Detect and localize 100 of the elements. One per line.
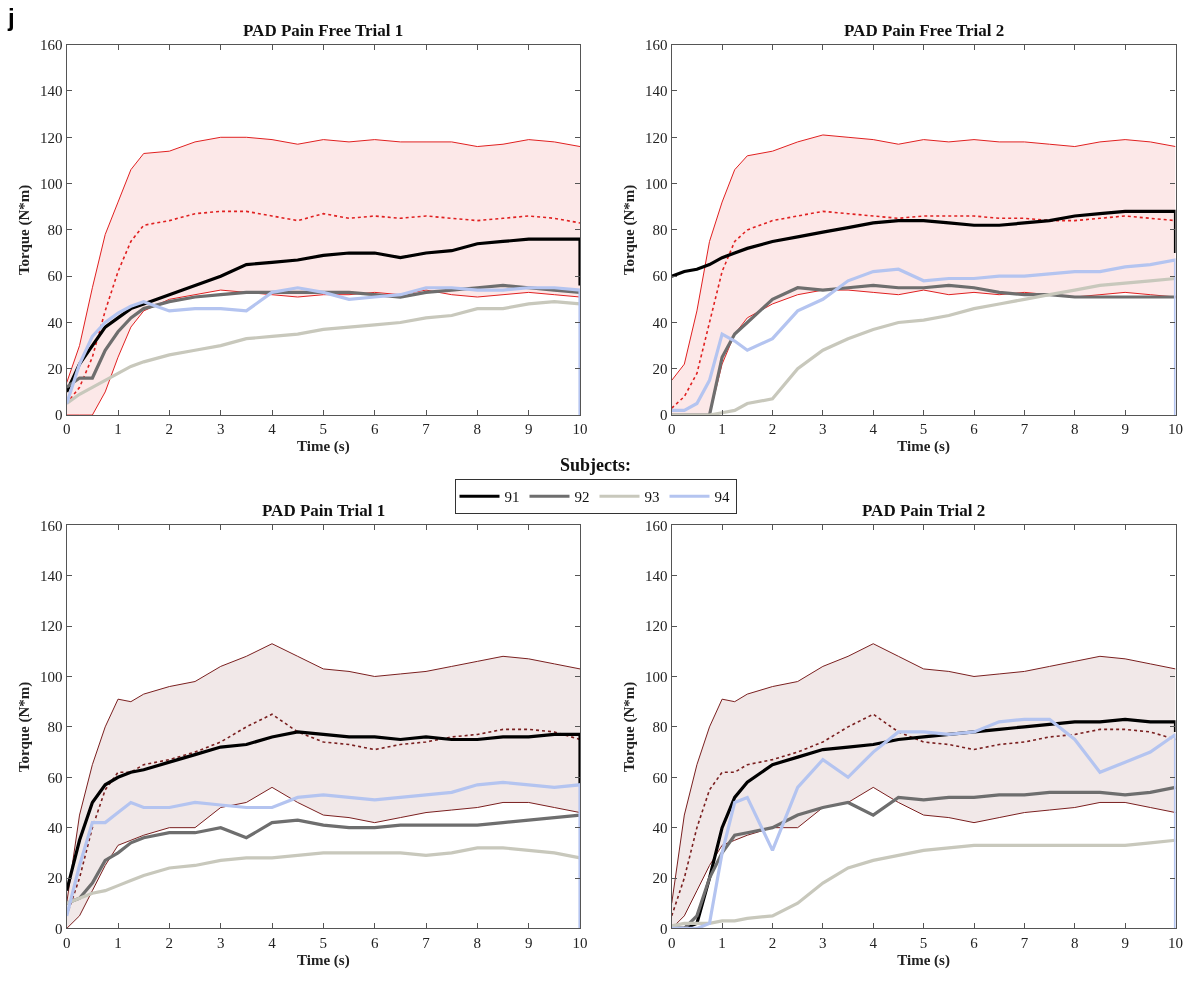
y-tick-label: 160 [40, 517, 63, 534]
x-axis-title: Time (s) [297, 951, 350, 969]
y-tick-label: 40 [652, 819, 668, 836]
x-tick-label: 5 [919, 421, 928, 438]
y-tick-label: 120 [40, 618, 63, 635]
y-tick-label: 80 [47, 719, 63, 736]
line-series [671, 209, 1176, 278]
y-tick-label: 100 [645, 668, 668, 685]
y-tick-label: 120 [645, 129, 668, 146]
x-axis-title: Time (s) [897, 951, 950, 969]
x-tick-label: 1 [718, 934, 726, 951]
y-tick-label: 60 [652, 769, 668, 786]
legend-label: 93 [644, 489, 660, 506]
x-tick-label: 8 [1071, 934, 1079, 951]
x-tick-label: 8 [473, 934, 482, 951]
y-tick-label: 20 [652, 870, 668, 887]
y-tick-label: 80 [47, 222, 63, 239]
legend-label: 91 [504, 489, 520, 506]
legend-label: 94 [714, 489, 730, 506]
y-tick-label: 140 [40, 83, 63, 100]
x-tick-label: 4 [268, 421, 277, 438]
y-tick-label: 40 [652, 314, 668, 331]
x-tick-label: 6 [970, 934, 979, 951]
x-tick-label: 2 [165, 934, 174, 951]
y-tick-label: 100 [40, 175, 63, 192]
y-tick-label: 140 [40, 567, 63, 584]
x-axis-title: Time (s) [297, 438, 350, 456]
x-tick-label: 6 [970, 421, 979, 438]
y-tick-label: 100 [40, 668, 63, 685]
y-tick-label: 140 [645, 567, 668, 584]
y-tick-label: 60 [652, 268, 668, 285]
y-tick-label: 40 [47, 819, 63, 836]
legend-title: Subjects: [560, 455, 631, 475]
x-tick-label: 8 [1071, 421, 1079, 438]
x-tick-label: 10 [1168, 421, 1184, 438]
y-tick-label: 120 [40, 129, 63, 146]
x-tick-label: 7 [1020, 934, 1029, 951]
y-axis-title: Torque (N*m) [16, 681, 34, 773]
chart-title: PAD Pain Trial 2 [862, 501, 986, 520]
x-tick-label: 1 [718, 421, 726, 438]
legend-label: 92 [574, 489, 590, 506]
x-tick-label: 3 [819, 421, 827, 438]
y-tick-label: 20 [47, 361, 63, 378]
x-tick-label: 10 [1168, 934, 1184, 951]
line-series [66, 846, 581, 905]
x-tick-label: 10 [572, 421, 588, 438]
chart-title: PAD Pain Trial 1 [262, 501, 386, 520]
x-tick-label: 9 [524, 934, 533, 951]
y-tick-label: 160 [40, 36, 63, 53]
x-tick-label: 1 [114, 934, 122, 951]
x-tick-label: 5 [319, 421, 328, 438]
y-tick-label: 80 [652, 719, 668, 736]
x-tick-label: 5 [919, 934, 928, 951]
line-series [671, 838, 1176, 928]
y-tick-label: 60 [47, 268, 63, 285]
x-tick-label: 9 [1121, 934, 1129, 951]
x-tick-label: 4 [869, 934, 878, 951]
x-tick-label: 6 [370, 421, 379, 438]
line-series [66, 730, 581, 893]
x-axis-title: Time (s) [897, 438, 950, 456]
y-tick-label: 0 [660, 407, 668, 424]
y-tick-label: 0 [660, 920, 668, 937]
x-tick-label: 1 [114, 421, 122, 438]
x-tick-label: 4 [268, 934, 277, 951]
x-tick-label: 5 [319, 934, 328, 951]
x-tick-label: 4 [869, 421, 878, 438]
x-tick-label: 2 [768, 934, 777, 951]
y-tick-label: 140 [645, 83, 668, 100]
x-tick-label: 7 [1020, 421, 1029, 438]
y-tick-label: 20 [47, 870, 63, 887]
line-series [66, 237, 581, 394]
line-series [671, 210, 1176, 409]
x-tick-label: 7 [422, 421, 431, 438]
x-tick-label: 3 [819, 934, 827, 951]
x-tick-label: 7 [422, 934, 431, 951]
y-tick-label: 40 [47, 314, 63, 331]
x-tick-label: 6 [370, 934, 379, 951]
y-tick-label: 120 [645, 618, 668, 635]
line-series [66, 300, 581, 406]
y-axis-title: Torque (N*m) [621, 184, 639, 276]
y-axis-title: Torque (N*m) [16, 184, 34, 276]
y-tick-label: 20 [652, 361, 668, 378]
y-axis-title: Torque (N*m) [621, 681, 639, 773]
x-tick-label: 8 [473, 421, 482, 438]
x-tick-label: 3 [216, 421, 225, 438]
text: j [7, 4, 15, 31]
chart-title: PAD Pain Free Trial 2 [844, 21, 1005, 40]
x-tick-label: 2 [165, 421, 174, 438]
y-tick-label: 160 [645, 36, 668, 53]
x-tick-label: 3 [216, 934, 225, 951]
y-tick-label: 100 [645, 175, 668, 192]
chart-title: PAD Pain Free Trial 1 [243, 21, 404, 40]
y-tick-label: 60 [47, 769, 63, 786]
y-tick-label: 80 [652, 222, 668, 239]
y-tick-label: 0 [55, 920, 63, 937]
x-tick-label: 10 [572, 934, 588, 951]
x-tick-label: 9 [1121, 421, 1129, 438]
y-tick-label: 0 [55, 407, 63, 424]
x-tick-label: 9 [524, 421, 533, 438]
y-tick-label: 160 [645, 517, 668, 534]
